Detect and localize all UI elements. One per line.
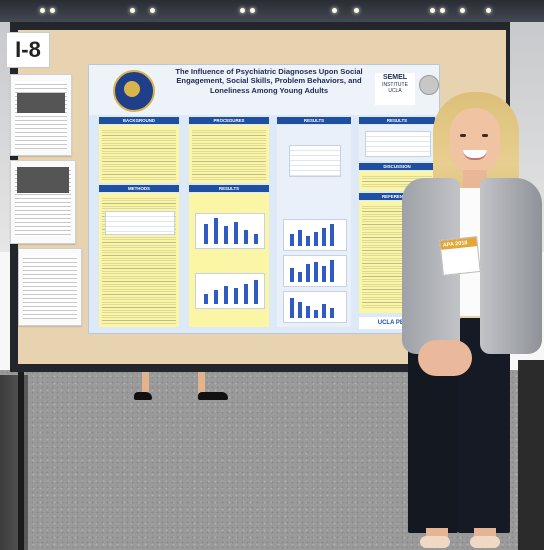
bar-chart bbox=[283, 255, 347, 287]
section-heading: REFERENCES bbox=[359, 193, 435, 200]
ceiling-light bbox=[354, 8, 359, 13]
university-seal-icon bbox=[113, 70, 155, 112]
foot bbox=[470, 536, 500, 548]
poster-title: The Influence of Psychiatric Diagnoses U… bbox=[175, 67, 363, 95]
shoe bbox=[198, 392, 228, 400]
section-body bbox=[189, 125, 269, 183]
section-heading: METHODS bbox=[99, 185, 179, 192]
ceiling-light bbox=[486, 8, 491, 13]
poster-header: The Influence of Psychiatric Diagnoses U… bbox=[89, 65, 439, 115]
person-leg bbox=[198, 372, 205, 394]
eye bbox=[482, 134, 488, 137]
section-heading: RESULTS bbox=[277, 117, 351, 124]
ankle bbox=[426, 528, 448, 538]
ceiling-light bbox=[440, 8, 445, 13]
data-table bbox=[105, 211, 175, 235]
section-heading: DISCUSSION bbox=[359, 163, 435, 170]
foot bbox=[420, 536, 450, 548]
uc-seal-icon bbox=[419, 75, 439, 95]
ceiling-light bbox=[50, 8, 55, 13]
flyer bbox=[10, 74, 72, 156]
section-heading: RESULTS bbox=[189, 185, 269, 192]
bar-chart bbox=[195, 273, 265, 309]
section-heading: RESULTS bbox=[359, 117, 435, 124]
ceiling-light bbox=[250, 8, 255, 13]
chair bbox=[518, 360, 544, 550]
blazer-right bbox=[480, 178, 542, 354]
flyer bbox=[10, 160, 76, 244]
person-leg bbox=[142, 372, 149, 394]
person-face bbox=[450, 108, 500, 174]
ceiling-light bbox=[460, 8, 465, 13]
eye bbox=[460, 134, 466, 137]
ceiling-light bbox=[150, 8, 155, 13]
section-heading: PROCEDURES bbox=[189, 117, 269, 124]
ceiling-light bbox=[430, 8, 435, 13]
semel-institute-logo: SEMEL INSTITUTE UCLA bbox=[375, 73, 415, 105]
bar-chart bbox=[283, 219, 347, 251]
data-table bbox=[365, 131, 431, 157]
ceiling-light bbox=[332, 8, 337, 13]
clasped-hands bbox=[418, 340, 472, 376]
bar-chart bbox=[195, 213, 265, 249]
ankle bbox=[474, 528, 496, 538]
stand-leg bbox=[18, 372, 24, 550]
shoe bbox=[134, 392, 152, 400]
research-poster: The Influence of Psychiatric Diagnoses U… bbox=[88, 64, 440, 334]
section-body bbox=[99, 125, 179, 183]
ceiling-light bbox=[130, 8, 135, 13]
ceiling-light bbox=[40, 8, 45, 13]
data-table bbox=[289, 145, 341, 177]
smile bbox=[463, 150, 487, 160]
ceiling bbox=[0, 0, 544, 22]
bar-chart bbox=[283, 291, 347, 323]
ceiling-light bbox=[240, 8, 245, 13]
section-heading: BACKGROUND bbox=[99, 117, 179, 124]
name-badge: APA 2018 bbox=[439, 236, 481, 276]
flyer bbox=[18, 248, 82, 326]
booth-number-sign: I-8 bbox=[6, 32, 50, 68]
